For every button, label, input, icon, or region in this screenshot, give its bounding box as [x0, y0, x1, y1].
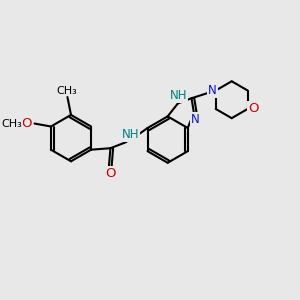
Text: N: N — [208, 84, 217, 97]
Text: O: O — [21, 117, 32, 130]
Text: N: N — [191, 113, 200, 126]
Text: NH: NH — [122, 128, 139, 141]
Text: NH: NH — [170, 89, 187, 102]
Text: O: O — [105, 167, 116, 180]
Text: O: O — [248, 102, 258, 116]
Text: CH₃: CH₃ — [56, 85, 77, 95]
Text: CH₃: CH₃ — [1, 118, 22, 128]
